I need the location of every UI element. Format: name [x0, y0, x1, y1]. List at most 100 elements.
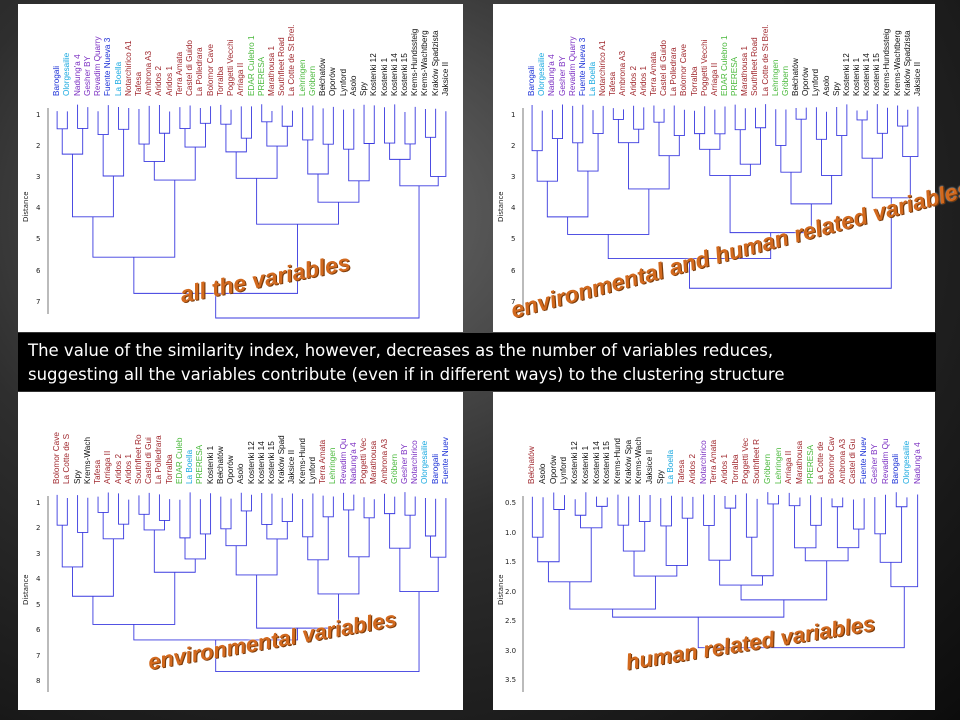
dendrogram-svg [47, 104, 447, 319]
y-tick-label: 2 [36, 524, 41, 533]
leaf-label: Barogali [891, 453, 901, 484]
dendrogram-branch [317, 556, 360, 595]
leaf-label: Torralba [730, 454, 740, 484]
dendrogram-branch [363, 497, 375, 519]
y-tick-label: 8 [36, 677, 41, 686]
dendrogram-branch [790, 172, 833, 205]
dendrogram-branch [266, 121, 288, 147]
dendrogram-branch [389, 143, 411, 160]
dendrogram-branch [724, 494, 737, 509]
dendrogram-branch [537, 509, 560, 563]
leaf-label: Olorgesailie [62, 52, 72, 96]
leaf-label: Torralba [215, 66, 225, 96]
leaf-label: Jaksice II [645, 449, 655, 484]
dendrogram-branch [404, 492, 416, 516]
dendrogram-branch [694, 106, 706, 135]
leaf-label: Revadim Qu [338, 438, 348, 484]
dendrogram-branch [56, 111, 68, 130]
dendrogram-branch [755, 104, 767, 129]
dendrogram-branch [739, 127, 761, 165]
leaf-label: Marathousa [794, 440, 804, 484]
dendrogram-branch [225, 124, 247, 153]
dendrogram-branch [348, 509, 370, 558]
dendrogram-branch [852, 498, 865, 530]
dendrogram-branch [607, 232, 772, 260]
leaf-label: Aridos 2 [113, 453, 123, 484]
leaf-label: La Boella [666, 449, 676, 484]
dendrogram-branch [97, 492, 109, 513]
leaf-label: Marathousa 1 [266, 45, 276, 96]
leaf-label: Aridos 1 [123, 453, 133, 484]
dendrogram-branch [256, 178, 339, 225]
dendrogram-branch [633, 105, 645, 130]
dendrogram-branch [281, 105, 293, 127]
dendrogram-branch [143, 514, 165, 531]
leaf-label: Kostenki 1 [379, 57, 389, 96]
dendrogram-branch [225, 510, 247, 547]
leaf-label: Southfleet Ro [133, 434, 143, 484]
leaf-label: Bełchatów [318, 58, 328, 96]
leaf-label: Castel di Gu [848, 438, 858, 484]
dendrogram-branch [895, 492, 908, 508]
dendrogram-branch [77, 104, 89, 129]
leaf-label: Gröbern [389, 453, 399, 484]
leaf-label: Ambrona A3 [379, 438, 389, 484]
leaf-label: La Cotte de St Brel. [760, 24, 770, 96]
leaf-label: Spy [655, 469, 665, 484]
leaf-label: Gröbern [780, 65, 790, 96]
y-tick-label: 6 [511, 266, 516, 275]
leaf-label: Barogali [430, 453, 440, 484]
dendrogram-branch [775, 109, 787, 146]
dendrogram-branch [622, 521, 646, 552]
dendrogram-branch [92, 572, 176, 625]
dendrogram-branch [546, 171, 589, 218]
dendrogram-branch [179, 492, 191, 539]
y-tick-label: 2.0 [505, 587, 517, 596]
dendrogram-branch [902, 106, 919, 158]
dendrogram-branch [551, 104, 563, 139]
dendrogram-branch [72, 154, 114, 218]
y-tick-label: 5 [36, 235, 41, 244]
dendrogram-branch [795, 107, 807, 120]
leaf-label: La Cotte de St Brel. [287, 24, 297, 96]
leaf-label: Kostenki 1 [852, 57, 861, 96]
leaf-label: Arriaga II [784, 450, 794, 484]
dendrogram-branch [256, 574, 339, 629]
leaf-label: Aridos 2 [154, 65, 164, 96]
dendrogram-branch [184, 533, 206, 560]
dendrogram-branch [179, 105, 191, 129]
dendrogram-branch [699, 133, 721, 150]
leaf-label: Spy [359, 81, 369, 96]
leaf-label: Kostenki 12 [841, 53, 851, 96]
dendrogram-branch [220, 104, 232, 125]
leaf-label: Kostenki 14 [256, 441, 266, 484]
leaf-label: EDAR Culebro 1 [720, 35, 729, 96]
leaf-label: Terra Amata [648, 51, 658, 96]
leaf-label: EDAR Culeb [174, 437, 184, 484]
dendrogram-branch [681, 496, 694, 519]
leaf-label: Aridos 2 [687, 453, 697, 484]
leaf-label: Notarchirico [698, 440, 708, 484]
caption-banner: The value of the similarity index, howev… [18, 333, 936, 391]
leaf-label: Kraków Spadzista [430, 30, 440, 96]
leaf-label: Tafesa [93, 459, 103, 484]
leaf-label: Krems-Wach [82, 436, 92, 484]
y-tick-label: 1 [36, 499, 41, 507]
leaf-label: Nadung'a 4 [912, 442, 922, 484]
dendrogram-branch [240, 492, 252, 512]
dendrogram-branch [399, 548, 439, 592]
dendrogram-branch [363, 104, 375, 144]
leaf-label: Marathousa [369, 440, 379, 484]
leaf-label: PRERESA [256, 56, 266, 96]
leaf-label: PRERESA [805, 444, 815, 484]
leaf-label: Kostenki 12 [246, 441, 256, 484]
leaf-label: Olorgesailie [420, 440, 430, 484]
dendrogram-branch [215, 591, 420, 673]
dendrogram-branch [628, 142, 670, 190]
dendrogram-panel-environmental: Bolomor Cave La Cotte de S Spy Krems-Wach Ta… [18, 392, 463, 710]
leaf-label: Asolo [348, 75, 358, 96]
leaf-label: Kraków Spa [623, 439, 633, 484]
leaf-label: Aridos 1 [164, 65, 174, 96]
dendrogram-svg [522, 492, 919, 692]
dendrogram-branch [133, 224, 298, 294]
